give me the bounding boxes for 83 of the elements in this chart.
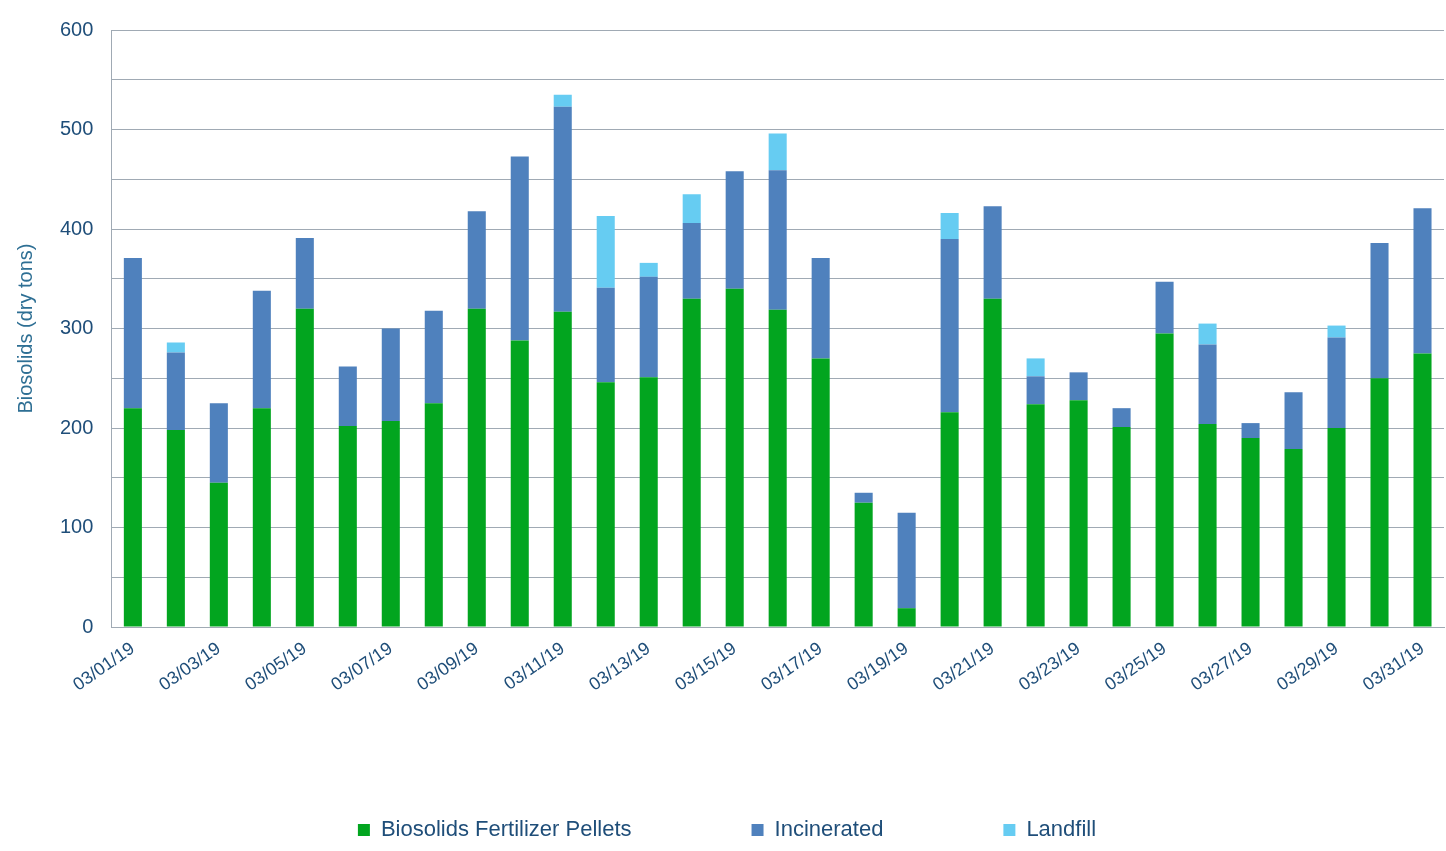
bar [596, 382, 615, 627]
bar [940, 412, 959, 627]
bar [1155, 281, 1174, 334]
bar [1026, 358, 1045, 377]
bar [1370, 242, 1389, 379]
bar [983, 206, 1002, 299]
bar [1198, 323, 1217, 345]
bar [811, 257, 830, 359]
bar [166, 342, 185, 353]
y-tick-label: 100 [59, 515, 94, 538]
bar [1327, 337, 1346, 429]
bar [811, 358, 830, 627]
bar [725, 288, 744, 627]
bar [682, 194, 701, 224]
y-axis-title: Biosolids (dry tons) [13, 243, 36, 414]
bar [682, 298, 701, 627]
bar [854, 492, 873, 503]
bar [467, 308, 486, 627]
legend-label: Incinerated [774, 816, 884, 842]
bar [682, 223, 701, 299]
bar [1069, 400, 1088, 627]
bar [295, 308, 314, 627]
bar [1241, 438, 1260, 627]
bar [1198, 344, 1217, 425]
bar [940, 213, 959, 239]
bar [166, 352, 185, 431]
bar [1112, 427, 1131, 627]
bar [295, 238, 314, 309]
bar [854, 502, 873, 627]
y-tick-label: 400 [59, 216, 94, 239]
bar [553, 311, 572, 627]
y-tick-label: 500 [59, 117, 94, 140]
y-tick-label: 0 [82, 614, 94, 637]
bar [768, 309, 787, 627]
bar [553, 106, 572, 312]
y-tick-label: 600 [59, 17, 94, 40]
bar [252, 408, 271, 627]
bar [510, 340, 529, 627]
bar [897, 512, 916, 609]
bar [1112, 408, 1131, 428]
bar [940, 238, 959, 413]
bar [553, 94, 572, 107]
bar [1241, 423, 1260, 439]
bar [639, 276, 658, 378]
bar [123, 408, 142, 627]
bar [1026, 376, 1045, 405]
bar [467, 211, 486, 309]
bar [381, 421, 400, 627]
bar [166, 430, 185, 627]
bar [209, 482, 228, 627]
bar [209, 403, 228, 483]
legend-label: Biosolids Fertilizer Pellets [380, 816, 632, 842]
bar [1284, 448, 1303, 627]
bar [1284, 392, 1303, 449]
bar [1413, 208, 1432, 354]
bar [424, 310, 443, 404]
bar [1327, 428, 1346, 627]
bar [1327, 325, 1346, 338]
bar [725, 171, 744, 289]
bar [897, 608, 916, 627]
bar [1069, 372, 1088, 401]
bar [596, 287, 615, 383]
bar [123, 257, 142, 409]
bar [1155, 333, 1174, 627]
bar [338, 366, 357, 427]
y-tick-label: 300 [59, 316, 94, 339]
bar [252, 290, 271, 409]
legend-label: Landfill [1026, 816, 1097, 842]
bar [381, 328, 400, 422]
bar [639, 262, 658, 277]
bar [1370, 378, 1389, 627]
bar [338, 426, 357, 627]
bar [596, 216, 615, 288]
bar [1198, 424, 1217, 627]
bar [1413, 353, 1432, 627]
bar [639, 377, 658, 627]
bar [1026, 404, 1045, 627]
y-tick-label: 200 [59, 415, 94, 438]
bar [768, 170, 787, 310]
bar [424, 403, 443, 627]
bar [768, 133, 787, 171]
bar [983, 298, 1002, 627]
bar [510, 156, 529, 341]
